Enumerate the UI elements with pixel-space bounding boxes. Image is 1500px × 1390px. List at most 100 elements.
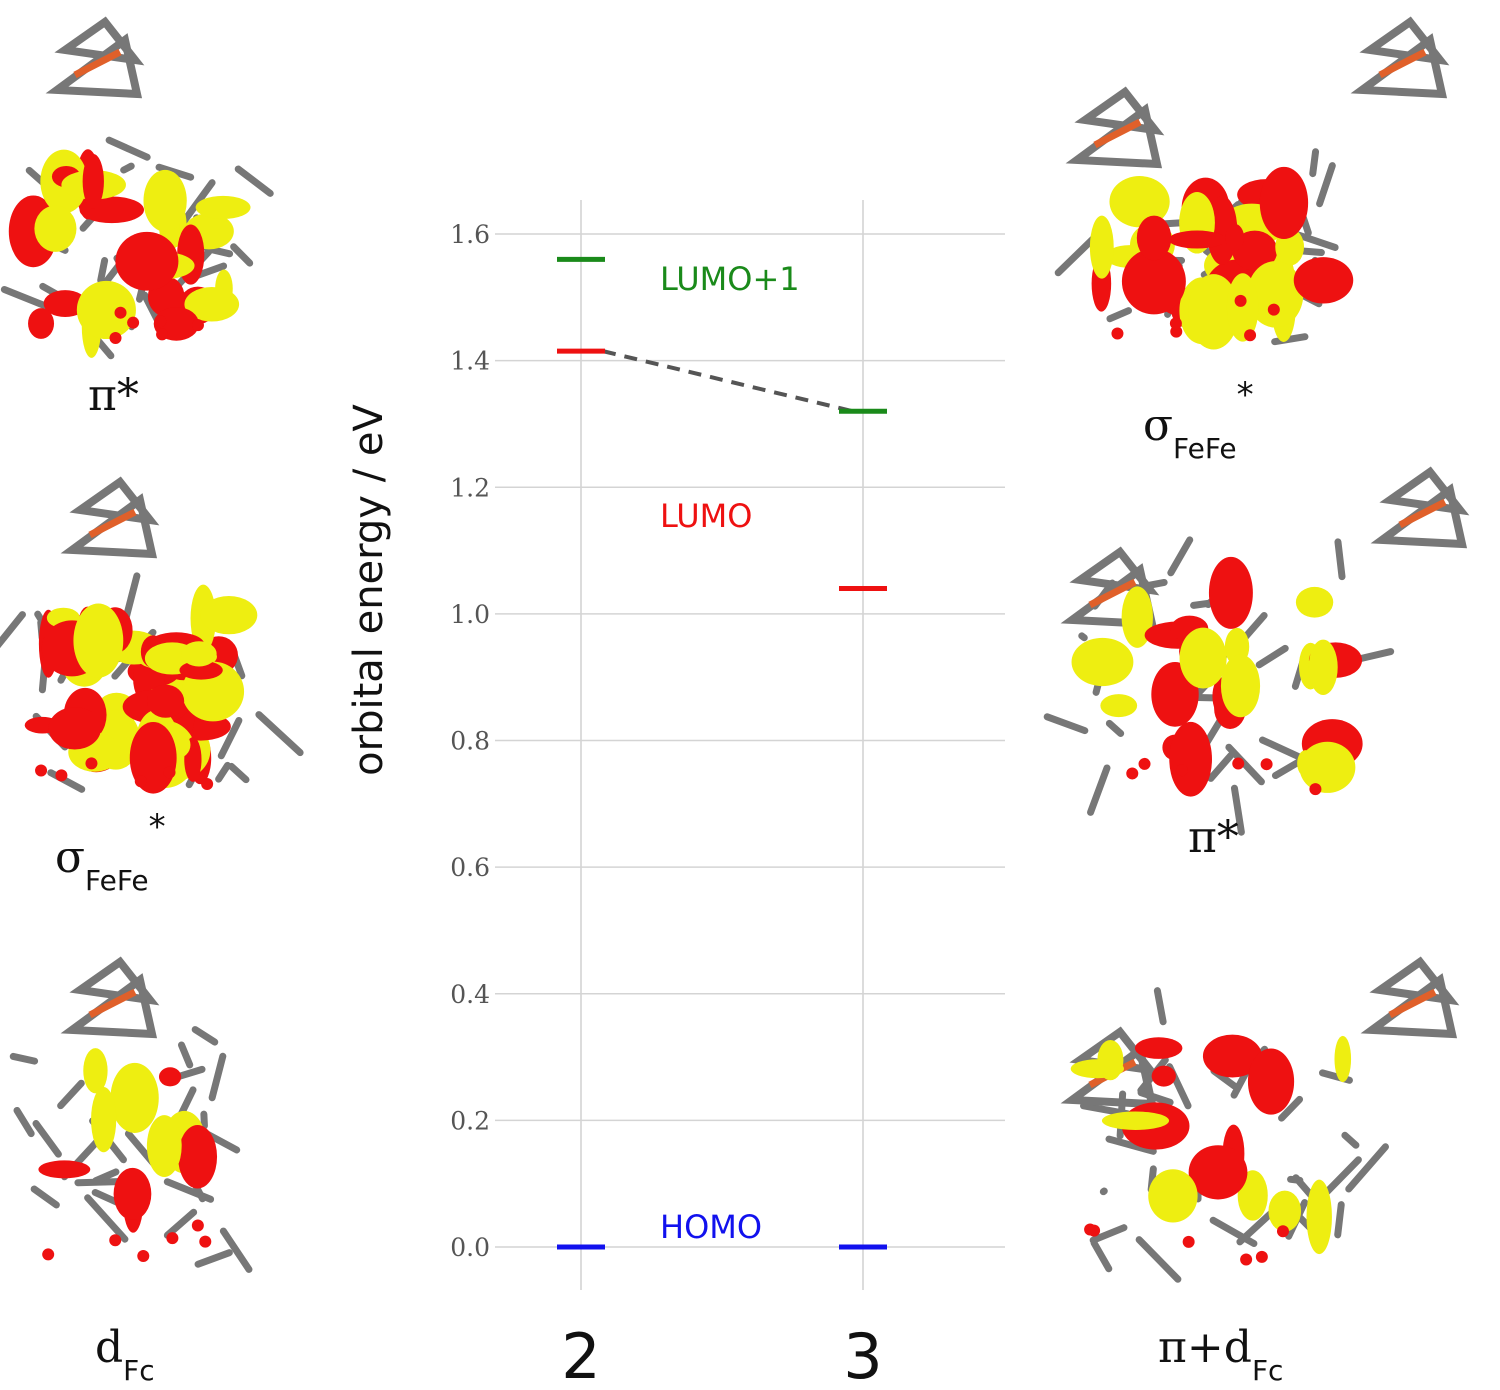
orbital-lobe	[1268, 1190, 1302, 1232]
orbital-lobe	[1071, 637, 1134, 687]
oxygen-atom	[42, 1248, 55, 1261]
orbital-lobe	[28, 308, 55, 339]
bond-stick	[1079, 1102, 1132, 1118]
bond-stick	[1106, 307, 1133, 323]
orbital-lobe	[113, 1167, 152, 1221]
oxygen-atom	[166, 1232, 179, 1245]
series-label: LUMO+1	[660, 260, 800, 298]
orbital-lobe	[38, 1160, 91, 1179]
molecule-picture	[0, 476, 304, 794]
orbital-lobe	[115, 231, 179, 291]
grid	[495, 200, 1005, 1290]
orbital-lobe	[1151, 1065, 1176, 1087]
bond-stick	[1316, 162, 1336, 208]
oxygen-atom	[1175, 764, 1188, 777]
oxygen-atom	[35, 764, 48, 777]
orbital-lobe	[43, 290, 87, 318]
oxygen-atom	[85, 757, 98, 770]
oxygen-atom	[1234, 294, 1247, 307]
orbital-lobe	[1237, 1170, 1268, 1221]
orbital-lobe	[1121, 586, 1153, 648]
orbital-lobe	[178, 1125, 218, 1189]
bond-stick	[208, 1052, 227, 1102]
y-tick-label: 0.2	[450, 1106, 490, 1135]
bond-stick	[1345, 1143, 1389, 1193]
bond-stick	[1135, 1236, 1182, 1283]
bond-stick	[97, 257, 109, 284]
oxygen-atom	[1126, 767, 1139, 780]
bond-stick	[1255, 644, 1289, 669]
orbital-lobe	[1247, 261, 1304, 328]
y-tick-label: 0.4	[450, 980, 490, 1009]
orbital-lobe	[146, 684, 185, 718]
oxygen-atom	[55, 769, 68, 782]
bond-stick	[1287, 1175, 1304, 1184]
bond-stick	[30, 1185, 60, 1209]
bond-stick	[207, 246, 234, 258]
orbital-lobe	[1225, 223, 1245, 252]
orbital-label: σFeFe*	[1143, 375, 1254, 465]
oxygen-atom	[191, 319, 204, 332]
bond-stick	[92, 1168, 120, 1185]
orbital-lobe	[1089, 215, 1114, 279]
bond-stick	[120, 162, 135, 174]
orbital-lobe	[1247, 1048, 1295, 1115]
cage	[1369, 956, 1460, 1006]
bond-stick	[57, 1079, 85, 1110]
orbital-lobe	[195, 195, 251, 219]
iron-bond	[88, 988, 137, 1019]
orbital-lobe	[76, 280, 136, 340]
y-tick-label: 1.6	[450, 220, 490, 249]
bond-stick	[9, 1052, 39, 1065]
orbital-label: π*	[1188, 812, 1239, 863]
iron-bond	[1378, 48, 1427, 79]
y-tick-label: 0.6	[450, 853, 490, 882]
bond-stick	[1043, 713, 1089, 735]
bond-stick	[1309, 148, 1320, 178]
orbital-lobe	[1148, 1169, 1198, 1223]
orbital-lobe	[1226, 273, 1259, 342]
oxygen-atom	[109, 332, 122, 345]
bond-stick	[105, 136, 151, 161]
oxygen-atom	[1240, 1253, 1253, 1266]
orbital-lobe	[1134, 1037, 1183, 1059]
bond-stick	[255, 711, 304, 757]
orbital-lobe	[1169, 721, 1212, 797]
orbital-lobe	[1334, 1035, 1352, 1083]
molecule-picture	[0, 16, 274, 360]
bond-stick	[1341, 1131, 1360, 1149]
bond-stick	[227, 762, 250, 784]
bond-stick	[1334, 538, 1346, 581]
bond-stick	[1271, 333, 1309, 346]
oxygen-atom	[109, 1234, 122, 1247]
iron-bond	[1088, 578, 1137, 609]
cage	[1359, 16, 1450, 66]
bond-stick	[1090, 1239, 1113, 1273]
molecule-picture	[9, 956, 253, 1273]
iron-bond	[1093, 118, 1142, 149]
series-labels: LUMO+1 LUMO HOMO	[660, 260, 800, 1246]
bond-stick	[217, 716, 243, 760]
oxygen-atom	[1276, 1225, 1289, 1238]
oxygen-atom	[1232, 757, 1245, 770]
bond-stick	[1225, 743, 1265, 786]
iron-bond	[1398, 498, 1447, 529]
orbital-label: dFc	[95, 1322, 155, 1387]
orbital-lobe	[48, 707, 102, 750]
oxygen-atom	[1138, 757, 1151, 770]
orbital-lobe	[1295, 586, 1334, 618]
bond-stick	[177, 1041, 194, 1069]
bond-stick	[194, 1249, 233, 1268]
bond-stick	[1209, 1216, 1258, 1248]
y-tick-label: 1.4	[450, 347, 490, 376]
orbital-lobe	[1179, 627, 1227, 689]
iron-bond	[73, 48, 122, 79]
molecule-picture	[1043, 466, 1470, 836]
oxygen-atom	[1309, 783, 1322, 796]
bond-stick	[13, 1106, 35, 1138]
x-category-label: 2	[561, 1320, 600, 1390]
orbital-lobe	[179, 660, 223, 680]
orbital-lobe	[1208, 556, 1253, 629]
orbital-lobe	[1299, 741, 1356, 793]
